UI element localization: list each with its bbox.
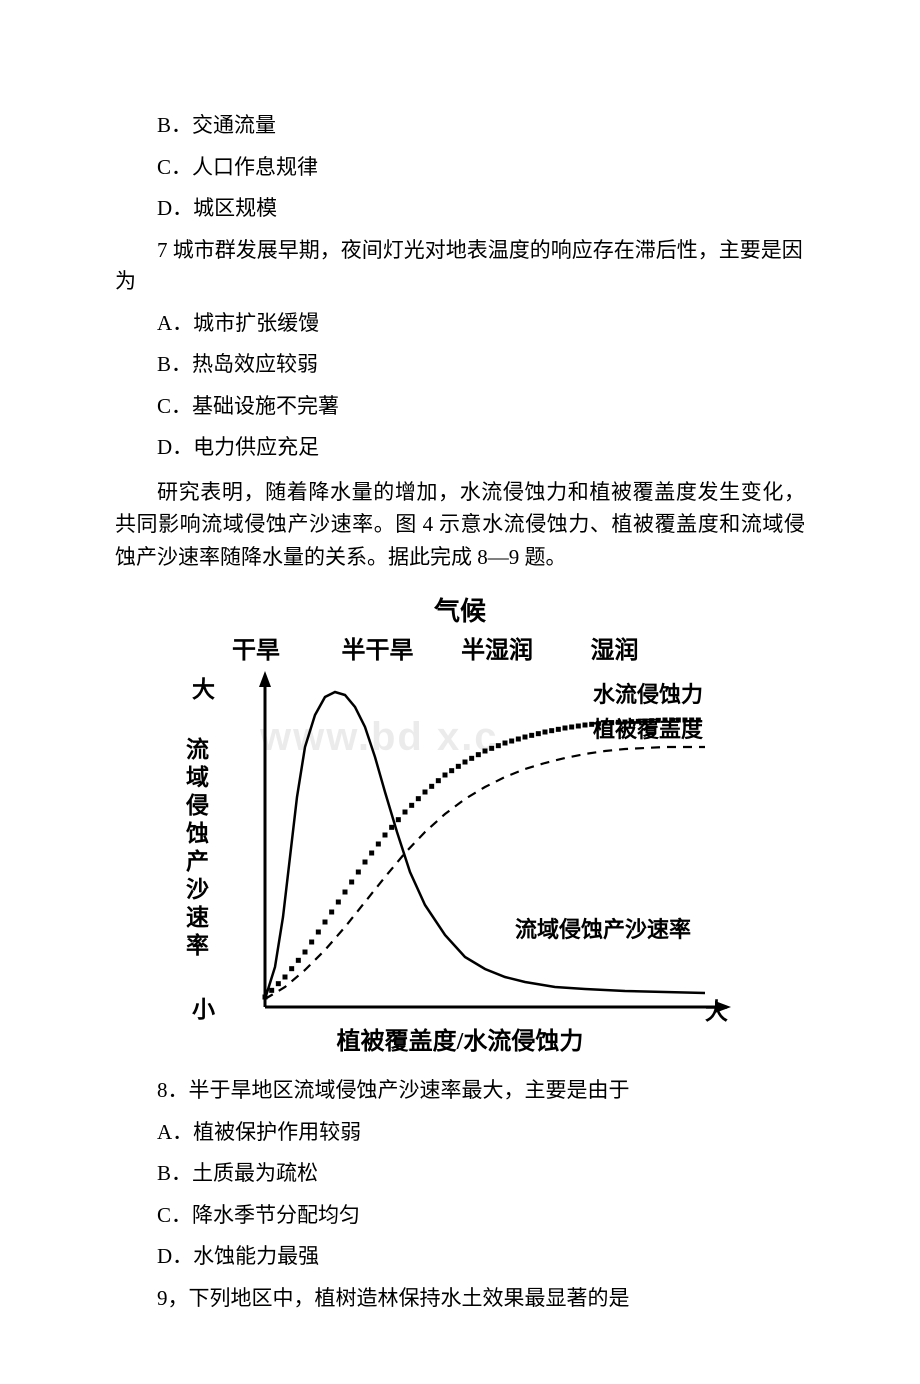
option-c: C．人口作息规律: [115, 152, 805, 184]
svg-text:植被覆盖度/水流侵蚀力: 植被覆盖度/水流侵蚀力: [337, 1027, 584, 1055]
q7-option-b: B．热岛效应较弱: [115, 349, 805, 381]
option-b: B．交通流量: [115, 110, 805, 142]
q8-option-a: A．植被保护作用较弱: [115, 1117, 805, 1149]
svg-text:大: 大: [192, 677, 215, 702]
q8-option-b: B．土质最为疏松: [115, 1158, 805, 1190]
q9-stem: 9，下列地区中，植树造林保持水土效果最显著的是: [115, 1283, 805, 1315]
chart-svg: 流域侵蚀产沙速率 大 小 大 水流侵蚀: [180, 667, 740, 1057]
svg-text:流域侵蚀产沙速率: 流域侵蚀产沙速率: [515, 917, 691, 942]
climate-label: 半湿润: [461, 630, 590, 665]
option-d: D．城区规模: [115, 193, 805, 225]
passage-2: 研究表明，随着降水量的增加，水流侵蚀力和植被覆盖度发生变化，共同影响流域侵蚀产沙…: [115, 476, 805, 574]
climate-label: 干旱: [232, 630, 342, 665]
svg-text:流域侵蚀产沙速率: 流域侵蚀产沙速率: [185, 736, 209, 958]
chart-title: 气候: [180, 591, 740, 628]
climate-label: 半干旱: [342, 630, 462, 665]
q7-option-d: D．电力供应充足: [115, 432, 805, 464]
chart-figure-4: 气候 干旱 半干旱 半湿润 湿润 www.bd x.c 流域侵蚀产沙速率 大 小…: [180, 591, 740, 1057]
document-page: B．交通流量 C．人口作息规律 D．城区规模 7 城市群发展早期，夜间灯光对地表…: [0, 0, 920, 1384]
q7-stem: 7 城市群发展早期，夜间灯光对地表温度的响应存在滞后性，主要是因为: [115, 235, 805, 298]
q8-stem: 8．半于旱地区流域侵蚀产沙速率最大，主要是由于: [115, 1075, 805, 1107]
chart-area: www.bd x.c 流域侵蚀产沙速率 大 小 大: [180, 667, 740, 1057]
svg-text:小: 小: [192, 997, 215, 1022]
svg-text:植被覆盖度: 植被覆盖度: [593, 717, 704, 742]
climate-label: 湿润: [591, 630, 730, 665]
q8-option-c: C．降水季节分配均匀: [115, 1200, 805, 1232]
q8-option-d: D．水蚀能力最强: [115, 1241, 805, 1273]
q7-option-c: C．基础设施不完薯: [115, 391, 805, 423]
q7-option-a: A．城市扩张缓馒: [115, 308, 805, 340]
svg-text:水流侵蚀力: 水流侵蚀力: [593, 682, 703, 707]
climate-labels-row: 干旱 半干旱 半湿润 湿润: [180, 630, 740, 665]
